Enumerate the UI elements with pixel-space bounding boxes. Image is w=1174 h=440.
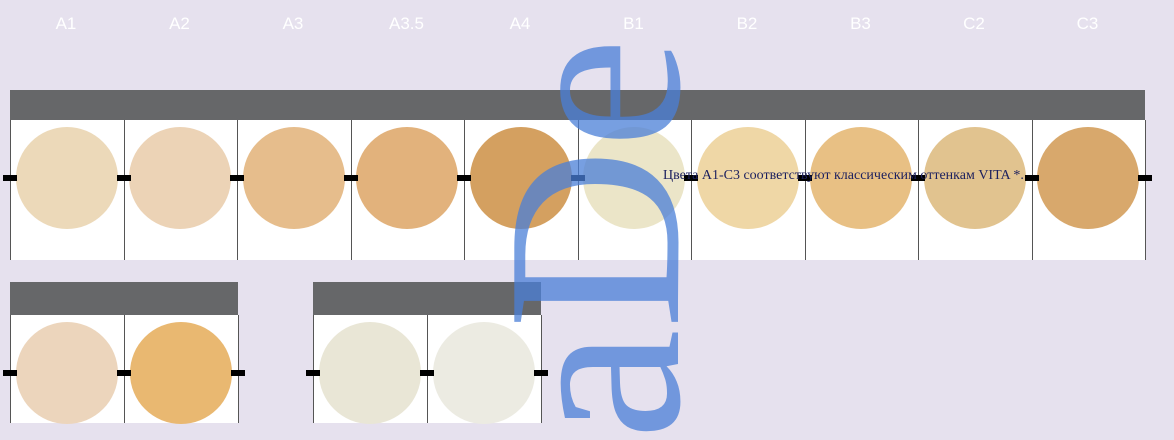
divider-mark (684, 175, 698, 181)
shade-swatch (923, 127, 1026, 229)
shade-label: A4 (509, 14, 531, 33)
shade-label: B1 (623, 14, 644, 33)
divider-mark (797, 175, 812, 181)
divider-mark (1024, 175, 1039, 181)
shade-swatch (433, 322, 535, 424)
divider-mark (117, 370, 131, 376)
shade-label: A3 (282, 14, 304, 33)
divider-mark (457, 175, 471, 181)
divider-mark (911, 175, 925, 181)
divider-mark (1138, 175, 1152, 181)
divider-mark (570, 175, 585, 181)
shade-block (306, 282, 548, 424)
shade-swatch (583, 127, 686, 229)
shade-swatch (130, 322, 232, 424)
shade-swatch (469, 127, 572, 229)
shade-label: A3.5 (389, 14, 424, 33)
shade-label: C2 (963, 14, 985, 33)
shade-swatch (810, 127, 913, 229)
block-header (10, 90, 1145, 120)
divider-mark (3, 370, 17, 376)
shade-label: B2 (736, 14, 758, 33)
shade-label: A1 (55, 14, 77, 33)
shade-swatch (129, 127, 232, 229)
shade-swatch (15, 127, 118, 229)
divider-mark (343, 175, 358, 181)
block-header (10, 282, 238, 315)
shade-block (3, 282, 245, 424)
note: Цвета A1-C3 соответствуют классическим о… (663, 168, 1024, 183)
divider-mark (231, 370, 245, 376)
shade-label: B3 (850, 14, 871, 33)
divider-mark (116, 175, 131, 181)
block-header (313, 282, 541, 315)
divider-mark (306, 370, 320, 376)
shade-label: A2 (169, 14, 190, 33)
shade-swatch (356, 127, 459, 229)
divider-mark (534, 370, 548, 376)
shade-swatch (696, 127, 799, 229)
watermark: aDe (456, 37, 733, 440)
divider-mark (3, 175, 17, 181)
divider-mark (420, 370, 434, 376)
shade-swatch (242, 127, 345, 229)
shade-block: A2OA3O (3, 90, 1152, 355)
divider-mark (230, 175, 244, 181)
shade-swatch (319, 322, 421, 424)
shade-swatch (1037, 127, 1140, 229)
page: {"top_labels": ["A1", "A2", "A3", "A3.5"… (3, 14, 1152, 440)
shade-swatch (16, 322, 118, 424)
shade-label: C3 (1076, 14, 1099, 33)
